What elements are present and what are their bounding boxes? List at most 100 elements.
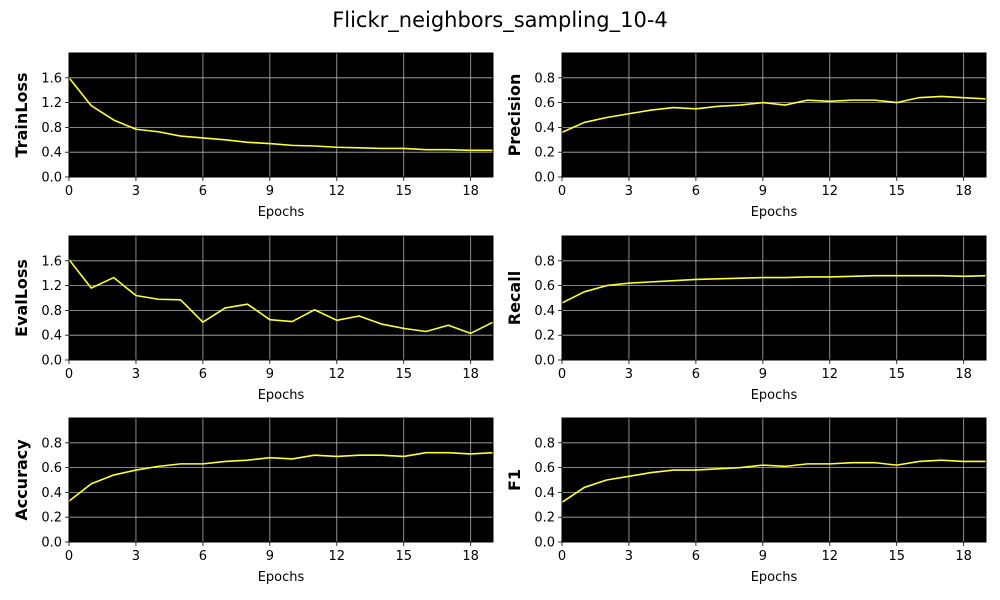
recall-ytick-label-0: 0.0 xyxy=(534,354,555,369)
precision-ytick-label-1: 0.2 xyxy=(534,146,555,161)
recall-ytick-label-4: 0.8 xyxy=(534,254,555,269)
accuracy-ytick-label-2: 0.4 xyxy=(41,486,62,501)
evalloss-ytick-label-0: 0.0 xyxy=(41,354,62,369)
evalloss-xtick-label-1: 3 xyxy=(132,367,140,382)
trainloss-ytick-label-2: 0.8 xyxy=(41,121,62,136)
trainloss-plot-area xyxy=(69,53,493,177)
recall-plot-area xyxy=(562,236,986,360)
precision-xtick-label-3: 9 xyxy=(759,184,767,199)
subplot-f1: 0 3 6 9 12 15 18 0.0 0.2 0.4 0.6 0.8 Epochs F1 xyxy=(505,417,987,585)
evalloss-xtick-label-4: 12 xyxy=(329,367,346,382)
precision-xtick-label-2: 6 xyxy=(692,184,700,199)
subplot-recall: 0 3 6 9 12 15 18 0.0 0.2 0.4 0.6 0.8 Epochs Recall xyxy=(505,235,987,403)
recall-ytick-label-2: 0.4 xyxy=(534,304,555,319)
f1-ytick-label-3: 0.6 xyxy=(534,461,555,476)
recall-ytick-label-3: 0.6 xyxy=(534,279,555,294)
trainloss-series-line-0 xyxy=(68,77,493,152)
trainloss-xtick-label-3: 9 xyxy=(266,184,274,199)
recall-series-line-0 xyxy=(561,274,987,304)
accuracy-xtick-label-3: 9 xyxy=(266,549,274,564)
f1-axes-frame xyxy=(561,417,987,543)
trainloss-xtick-label-4: 12 xyxy=(329,184,346,199)
trainloss-ytick-label-3: 1.2 xyxy=(41,96,62,111)
accuracy-series-line-0 xyxy=(68,451,494,502)
accuracy-xtick-label-0: 0 xyxy=(65,549,73,564)
trainloss-xtick-label-2: 6 xyxy=(199,184,207,199)
recall-xtick-label-2: 6 xyxy=(692,367,700,382)
f1-xtick-label-4: 12 xyxy=(822,549,839,564)
f1-ytick-label-4: 0.8 xyxy=(534,436,555,451)
f1-xtick-label-3: 9 xyxy=(759,549,767,564)
precision-plot-area xyxy=(562,53,986,177)
f1-ylabel: F1 xyxy=(505,469,524,491)
precision-xtick-label-1: 3 xyxy=(625,184,633,199)
subplot-precision: 0 3 6 9 12 15 18 0.0 0.2 0.4 0.6 0.8 Epochs Precision xyxy=(505,52,987,220)
evalloss-series-line-0 xyxy=(68,259,494,335)
f1-ytick-label-2: 0.4 xyxy=(534,486,555,501)
trainloss-ytick-label-0: 0.0 xyxy=(41,171,62,186)
f1-plot-area xyxy=(562,418,986,542)
recall-xtick-label-3: 9 xyxy=(759,367,767,382)
subplot-evalloss: 0 3 6 9 12 15 18 0.0 0.4 0.8 1.2 1.6 Epochs EvalLoss xyxy=(12,235,494,403)
accuracy-plot-area xyxy=(69,418,493,542)
accuracy-xtick-label-5: 15 xyxy=(395,549,412,564)
precision-ylabel: Precision xyxy=(505,74,524,157)
recall-xtick-label-6: 18 xyxy=(955,367,972,382)
accuracy-xtick-label-1: 3 xyxy=(132,549,140,564)
recall-xtick-label-5: 15 xyxy=(888,367,905,382)
f1-xtick-label-6: 18 xyxy=(955,549,972,564)
trainloss-xtick-label-5: 15 xyxy=(395,184,412,199)
precision-series-line-0 xyxy=(561,95,987,134)
f1-xlabel: Epochs xyxy=(751,570,798,585)
precision-axes-frame xyxy=(561,52,987,178)
f1-ytick-label-0: 0.0 xyxy=(534,536,555,551)
evalloss-plot-area xyxy=(69,236,493,360)
accuracy-ytick-label-3: 0.6 xyxy=(41,461,62,476)
evalloss-axes-frame xyxy=(68,235,494,361)
trainloss-xtick-label-6: 18 xyxy=(462,184,479,199)
precision-xtick-label-4: 12 xyxy=(822,184,839,199)
accuracy-xtick-label-4: 12 xyxy=(329,549,346,564)
evalloss-xtick-label-3: 9 xyxy=(266,367,274,382)
recall-ylabel: Recall xyxy=(505,271,524,325)
figure-title: Flickr_neighbors_sampling_10-4 xyxy=(332,8,668,32)
recall-xlabel: Epochs xyxy=(751,388,798,403)
recall-xtick-label-4: 12 xyxy=(822,367,839,382)
recall-xtick-label-0: 0 xyxy=(558,367,566,382)
recall-ytick-label-1: 0.2 xyxy=(534,329,555,344)
precision-xtick-label-0: 0 xyxy=(558,184,566,199)
evalloss-xtick-label-2: 6 xyxy=(199,367,207,382)
accuracy-ytick-label-4: 0.8 xyxy=(41,436,62,451)
subplot-accuracy: 0 3 6 9 12 15 18 0.0 0.2 0.4 0.6 0.8 Epochs Accuracy xyxy=(12,417,494,585)
accuracy-xlabel: Epochs xyxy=(258,570,305,585)
evalloss-xlabel: Epochs xyxy=(258,388,305,403)
subplot-trainloss: 0 3 6 9 12 15 18 0.0 0.4 0.8 1.2 1.6 Epochs TrainLoss xyxy=(12,52,494,220)
precision-xlabel: Epochs xyxy=(751,205,798,220)
recall-xtick-label-1: 3 xyxy=(625,367,633,382)
trainloss-ylabel: TrainLoss xyxy=(12,73,31,158)
precision-ytick-label-2: 0.4 xyxy=(534,121,555,136)
trainloss-xtick-label-1: 3 xyxy=(132,184,140,199)
f1-ytick-label-1: 0.2 xyxy=(534,511,555,526)
precision-xtick-label-6: 18 xyxy=(955,184,972,199)
evalloss-ylabel: EvalLoss xyxy=(12,259,31,337)
evalloss-ytick-label-2: 0.8 xyxy=(41,304,62,319)
accuracy-ytick-label-0: 0.0 xyxy=(41,536,62,551)
accuracy-axes-frame xyxy=(68,417,494,543)
accuracy-ytick-label-1: 0.2 xyxy=(41,511,62,526)
accuracy-ylabel: Accuracy xyxy=(12,439,31,521)
evalloss-ytick-label-4: 1.6 xyxy=(41,254,62,269)
trainloss-xtick-label-0: 0 xyxy=(65,184,73,199)
accuracy-xtick-label-2: 6 xyxy=(199,549,207,564)
evalloss-ytick-label-3: 1.2 xyxy=(41,279,62,294)
trainloss-xlabel: Epochs xyxy=(258,205,305,220)
evalloss-xtick-label-5: 15 xyxy=(395,367,412,382)
evalloss-xtick-label-0: 0 xyxy=(65,367,73,382)
recall-axes-frame xyxy=(561,235,987,361)
trainloss-ytick-label-1: 0.4 xyxy=(41,146,62,161)
evalloss-xtick-label-6: 18 xyxy=(462,367,479,382)
f1-xtick-label-1: 3 xyxy=(625,549,633,564)
precision-ytick-label-0: 0.0 xyxy=(534,171,555,186)
precision-ytick-label-4: 0.8 xyxy=(534,71,555,86)
